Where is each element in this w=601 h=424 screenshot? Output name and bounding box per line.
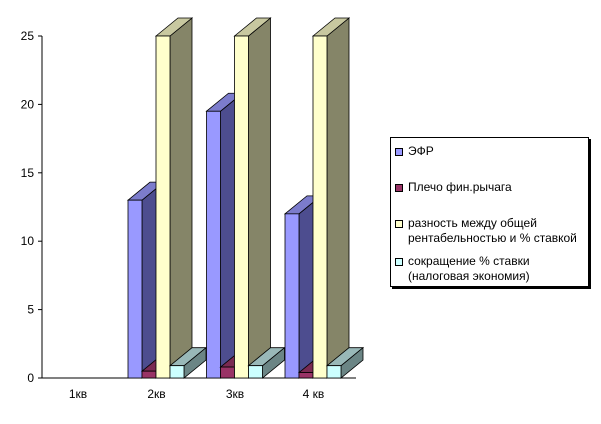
bar bbox=[247, 346, 286, 379]
y-tick-label: 20 bbox=[21, 97, 35, 111]
legend-swatch bbox=[395, 184, 403, 192]
bar bbox=[233, 17, 272, 379]
y-tick-label: 10 bbox=[21, 234, 35, 248]
legend-label: Плечо фин.рычага bbox=[408, 180, 512, 194]
legend-label: разность между общей рентабельностью и %… bbox=[408, 216, 577, 245]
x-tick-label: 1кв bbox=[69, 387, 87, 401]
legend-label: ЭФР bbox=[408, 144, 434, 158]
x-tick-label: 3кв bbox=[226, 387, 244, 401]
chart-legend: ЭФР Плечо фин.рычага разность между общей … bbox=[390, 137, 589, 287]
bar bbox=[311, 17, 351, 379]
x-tick-labels: 1кв 2кв 3кв 4 кв bbox=[69, 387, 324, 401]
chart-bars bbox=[126, 17, 365, 379]
y-tick-label: 15 bbox=[21, 166, 35, 180]
y-tick-label: 5 bbox=[27, 303, 34, 317]
legend-swatch bbox=[395, 220, 403, 228]
bar bbox=[168, 346, 208, 379]
legend-label: сокращение % ставки (налоговая экономия) bbox=[408, 254, 530, 283]
y-tick-label: 0 bbox=[27, 371, 34, 385]
x-tick-label: 2кв bbox=[147, 387, 165, 401]
legend-swatch bbox=[395, 148, 403, 156]
y-tick-label: 25 bbox=[21, 29, 35, 43]
legend-swatch bbox=[395, 258, 403, 266]
bar bbox=[154, 17, 194, 379]
x-tick-label: 4 кв bbox=[303, 387, 325, 401]
bar bbox=[325, 346, 365, 379]
y-tick-labels: 0 5 10 15 20 25 bbox=[21, 29, 42, 385]
